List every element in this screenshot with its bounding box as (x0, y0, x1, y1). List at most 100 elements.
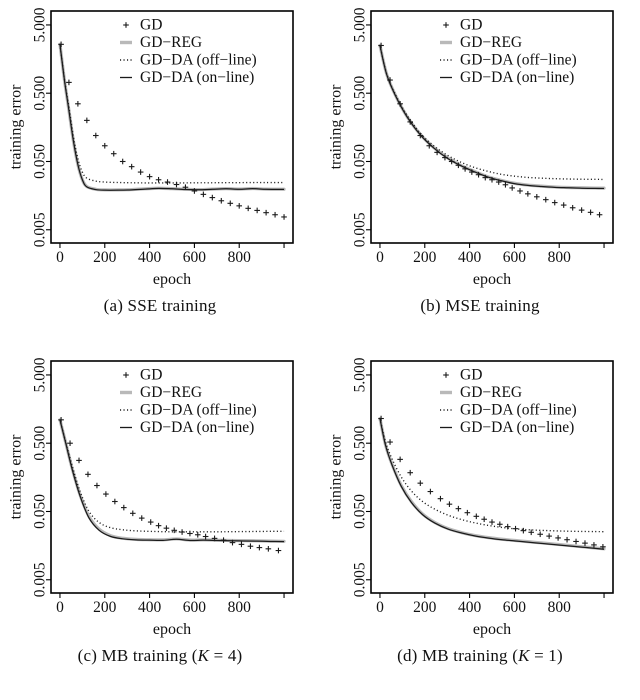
data-point-plus (236, 203, 243, 209)
legend-item: GD (123, 17, 162, 34)
data-point-plus (551, 199, 558, 206)
chart-panel-c: 0.005 0.050 0.500 5.000 0 200 400 600 800 epoch tr… (0, 350, 320, 700)
data-point-plus (146, 173, 153, 180)
data-point-plus (464, 509, 471, 516)
data-point-plus (387, 77, 393, 83)
y-tick-label: 0.500 (32, 426, 49, 461)
y-axis-title: training error (8, 434, 25, 520)
data-point-plus (417, 132, 424, 139)
data-point-plus (387, 439, 393, 445)
legend-label: GD−REG (460, 34, 522, 51)
data-point-plus (569, 204, 576, 211)
plot-frame (370, 360, 614, 594)
data-point-plus (473, 513, 480, 520)
data-point-plus (596, 211, 603, 218)
data-point-plus (509, 185, 515, 191)
series-group (58, 417, 286, 554)
legend-item: GD−DA (on−line) (120, 419, 254, 436)
data-point-plus (555, 535, 561, 541)
legend-label: GD (140, 17, 162, 34)
data-point-plus (573, 538, 579, 545)
data-point-plus (67, 440, 73, 447)
series-gd-da-online (379, 45, 605, 190)
plot-frame (50, 10, 294, 244)
legend-item: GD−REG (120, 34, 202, 51)
data-point-plus (265, 546, 272, 552)
data-point-plus (187, 530, 193, 537)
data-point-plus (564, 536, 570, 543)
data-point-plus (164, 179, 171, 185)
data-point-plus (76, 457, 82, 464)
data-point-plus (84, 117, 90, 124)
data-point-plus (227, 200, 234, 207)
caption-tail: = 1) (529, 646, 563, 665)
legend-item: GD−DA (on−line) (440, 69, 574, 86)
data-point-plus (407, 469, 414, 476)
data-point-plus (123, 372, 129, 378)
chart-panel-a: 0.005 0.050 0.500 5.000 0 200 400 600 800 epoch tr… (0, 0, 320, 350)
data-point-plus (455, 162, 462, 169)
legend-label: GD−DA (off−line) (460, 402, 577, 419)
data-point-plus (275, 547, 282, 554)
series-group (378, 415, 606, 551)
data-point-plus (179, 529, 185, 535)
data-point-plus (489, 176, 495, 183)
data-point-plus (434, 149, 440, 156)
data-point-plus (229, 539, 236, 546)
legend-label: GD−REG (140, 34, 202, 51)
data-point-plus (103, 491, 109, 497)
data-point-plus (455, 505, 462, 512)
data-point-plus (123, 22, 129, 28)
legend-item: GD−DA (off−line) (440, 52, 577, 69)
data-point-plus (254, 207, 260, 214)
y-tick-label: 0.050 (352, 494, 369, 529)
x-tick-label: 200 (93, 249, 117, 266)
series-gd-da-offline (379, 418, 605, 533)
plot-frame (50, 360, 294, 594)
data-point-plus (481, 516, 487, 523)
data-point-plus (200, 191, 207, 198)
x-tick-label: 600 (503, 249, 527, 266)
x-tick-label: 400 (138, 599, 162, 616)
series-gd-reg (378, 416, 606, 551)
data-point-plus (218, 197, 225, 204)
legend-item: GD−DA (off−line) (440, 402, 577, 419)
series-gd (58, 41, 287, 220)
data-point-plus (407, 119, 414, 125)
y-tick-label: 0.005 (32, 212, 49, 247)
data-point-plus (591, 542, 597, 548)
data-point-plus (537, 531, 543, 538)
data-point-plus (525, 191, 531, 197)
panel-caption: (c) MB training (K = 4) (0, 646, 320, 666)
data-point-plus (220, 537, 227, 543)
data-point-plus (427, 488, 434, 495)
legend-label: GD−DA (on−line) (140, 69, 254, 86)
y-axis-title: training error (328, 434, 345, 520)
legend-label: GD−DA (off−line) (140, 402, 257, 419)
legend-label: GD−REG (460, 384, 522, 401)
data-point-plus (138, 515, 145, 521)
data-point-plus (482, 174, 489, 181)
data-point-plus (542, 196, 549, 203)
x-axis-title: epoch (153, 621, 191, 638)
data-point-plus (194, 531, 201, 538)
data-point-plus (155, 522, 162, 529)
x-tick-label: 600 (183, 249, 207, 266)
legend-label: GD (140, 367, 162, 384)
y-tick-label: 5.000 (352, 357, 369, 392)
caption-text: MSE training (445, 296, 540, 315)
data-point-plus (211, 535, 218, 542)
x-axis-title: epoch (473, 621, 511, 638)
y-tick-label: 0.050 (32, 144, 49, 179)
data-point-plus (504, 523, 511, 530)
legend-item: GD (123, 367, 162, 384)
data-point-plus (417, 480, 424, 486)
data-point-plus (600, 544, 606, 550)
data-point-plus (502, 181, 509, 188)
x-tick-label: 400 (138, 249, 162, 266)
data-point-plus (587, 209, 594, 216)
legend-item: GD−DA (on−line) (440, 419, 574, 436)
x-tick-label: 200 (93, 599, 117, 616)
data-point-plus (462, 166, 468, 172)
